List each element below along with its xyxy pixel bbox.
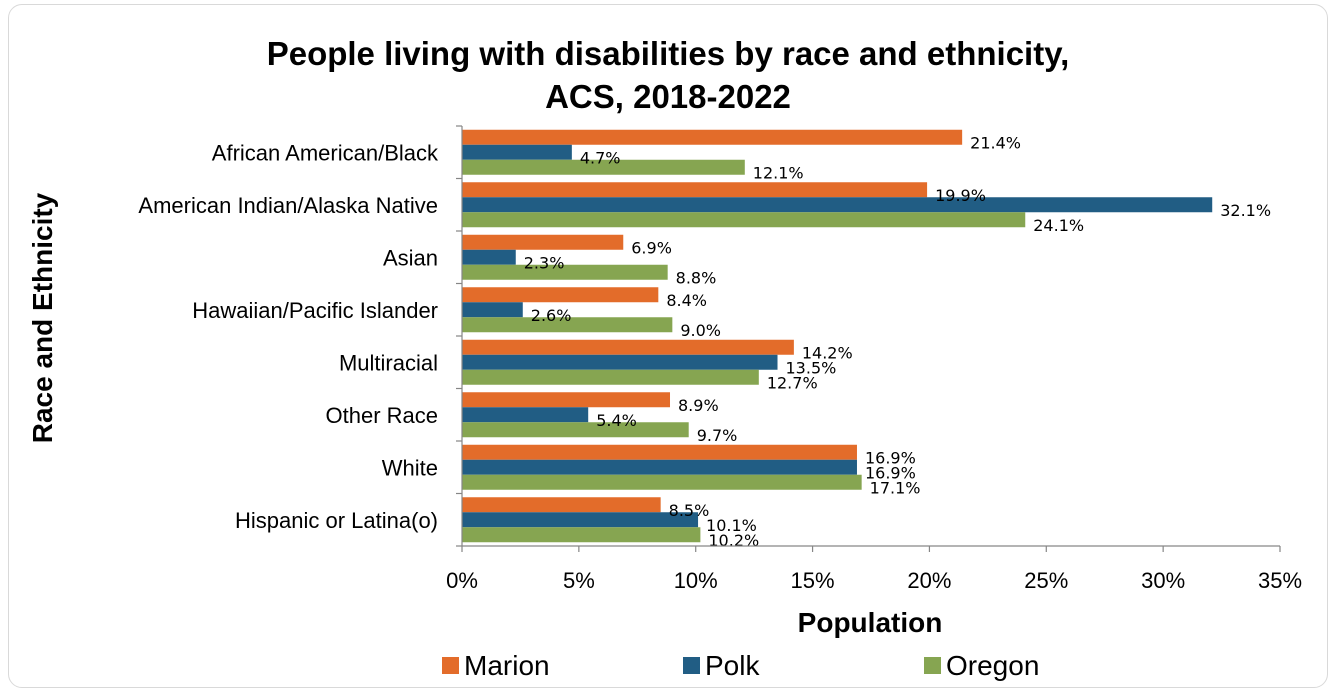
category-label-hawaiian-pacific-islander: Hawaiian/Pacific Islander	[192, 298, 438, 323]
data-label-marion-american-indian-alaska-native: 19.9%	[935, 186, 986, 205]
bar-marion-multiracial	[462, 339, 794, 355]
data-label-oregon-asian: 8.8%	[676, 268, 717, 287]
data-label-marion-hawaiian-pacific-islander: 8.4%	[666, 291, 707, 310]
category-label-asian: Asian	[383, 245, 438, 270]
bar-oregon-asian	[462, 264, 668, 280]
data-label-marion-white: 16.9%	[865, 448, 916, 467]
data-label-polk-hispanic-or-latina-o: 10.1%	[706, 516, 757, 535]
bar-polk-asian	[462, 249, 516, 265]
category-labels-group: African American/Black American Indian/Al…	[138, 140, 439, 533]
bar-oregon-other-race	[462, 422, 689, 438]
legend: Marion Polk Oregon	[442, 650, 1039, 681]
bar-marion-hawaiian-pacific-islander	[462, 287, 659, 303]
legend-label-marion: Marion	[464, 650, 550, 681]
data-label-oregon-white: 17.1%	[870, 478, 921, 497]
bar-oregon-african-american-black	[462, 159, 745, 175]
data-label-oregon-african-american-black: 12.1%	[753, 163, 804, 182]
data-label-polk-hawaiian-pacific-islander: 2.6%	[531, 306, 572, 325]
bar-marion-other-race	[462, 392, 671, 408]
data-label-polk-american-indian-alaska-native: 32.1%	[1220, 201, 1271, 220]
data-label-oregon-other-race: 9.7%	[697, 426, 738, 445]
category-label-multiracial: Multiracial	[339, 350, 438, 375]
x-tick-label-5: 5%	[563, 568, 595, 593]
data-label-marion-african-american-black: 21.4%	[970, 133, 1021, 152]
bar-polk-white	[462, 459, 857, 475]
bar-polk-hispanic-or-latina-o	[462, 512, 699, 528]
x-tick-label-15: 15%	[791, 568, 835, 593]
category-label-african-american-black: African American/Black	[212, 140, 439, 165]
x-tick-label-0: 0%	[446, 568, 478, 593]
data-label-polk-african-american-black: 4.7%	[580, 148, 621, 167]
data-label-oregon-american-indian-alaska-native: 24.1%	[1033, 216, 1084, 235]
bar-marion-white	[462, 444, 857, 460]
bar-polk-multiracial	[462, 354, 778, 370]
chart-title-line-2: ACS, 2018-2022	[545, 78, 791, 115]
bar-oregon-american-indian-alaska-native	[462, 212, 1026, 228]
bar-oregon-hawaiian-pacific-islander	[462, 317, 673, 333]
bar-marion-african-american-black	[462, 129, 963, 145]
x-tick-label-10: 10%	[674, 568, 718, 593]
x-axis-title: Population	[798, 607, 943, 638]
y-axis-title: Race and Ethnicity	[27, 192, 58, 443]
chart-title-line-1: People living with disabilities by race …	[267, 35, 1070, 72]
category-label-american-indian-alaska-native: American Indian/Alaska Native	[138, 193, 438, 218]
bar-oregon-white	[462, 474, 862, 490]
x-tick-labels-group: 0% 5% 10% 15% 20% 25% 30% 35%	[446, 568, 1302, 593]
bar-polk-hawaiian-pacific-islander	[462, 302, 523, 318]
axes-group	[456, 125, 1281, 552]
data-label-polk-asian: 2.3%	[524, 253, 565, 272]
legend-swatch-polk	[683, 657, 700, 674]
x-tick-label-30: 30%	[1141, 568, 1185, 593]
bar-marion-american-indian-alaska-native	[462, 182, 928, 198]
data-label-marion-hispanic-or-latina-o: 8.5%	[669, 501, 710, 520]
data-label-polk-other-race: 5.4%	[596, 411, 637, 430]
x-tick-label-20: 20%	[907, 568, 951, 593]
data-label-oregon-hispanic-or-latina-o: 10.2%	[708, 531, 759, 550]
data-labels-group: 21.4% 4.7% 12.1% 19.9% 32.1% 24.1% 6.9% 2.3% 8.8…	[524, 133, 1271, 550]
data-label-marion-other-race: 8.9%	[678, 396, 719, 415]
legend-label-polk: Polk	[705, 650, 760, 681]
category-label-hispanic-or-latina-o: Hispanic or Latina(o)	[235, 508, 438, 533]
category-label-white: White	[382, 455, 438, 480]
legend-swatch-oregon	[924, 657, 941, 674]
category-label-other-race: Other Race	[326, 403, 439, 428]
x-tick-label-35: 35%	[1258, 568, 1302, 593]
bar-polk-american-indian-alaska-native	[462, 197, 1213, 213]
data-label-polk-white: 16.9%	[865, 463, 916, 482]
data-label-marion-asian: 6.9%	[631, 238, 672, 257]
bar-polk-african-american-black	[462, 144, 572, 160]
data-label-oregon-hawaiian-pacific-islander: 9.0%	[680, 321, 721, 340]
data-label-oregon-multiracial: 12.7%	[767, 373, 818, 392]
bar-oregon-hispanic-or-latina-o	[462, 527, 701, 543]
bar-polk-other-race	[462, 407, 589, 423]
data-label-marion-multiracial: 14.2%	[802, 343, 853, 362]
legend-label-oregon: Oregon	[946, 650, 1039, 681]
bar-marion-hispanic-or-latina-o	[462, 497, 661, 513]
x-tick-label-25: 25%	[1024, 568, 1068, 593]
data-label-polk-multiracial: 13.5%	[786, 358, 837, 377]
bars-group	[462, 129, 1213, 543]
legend-swatch-marion	[442, 657, 459, 674]
bar-marion-asian	[462, 234, 624, 250]
bar-oregon-multiracial	[462, 369, 759, 385]
